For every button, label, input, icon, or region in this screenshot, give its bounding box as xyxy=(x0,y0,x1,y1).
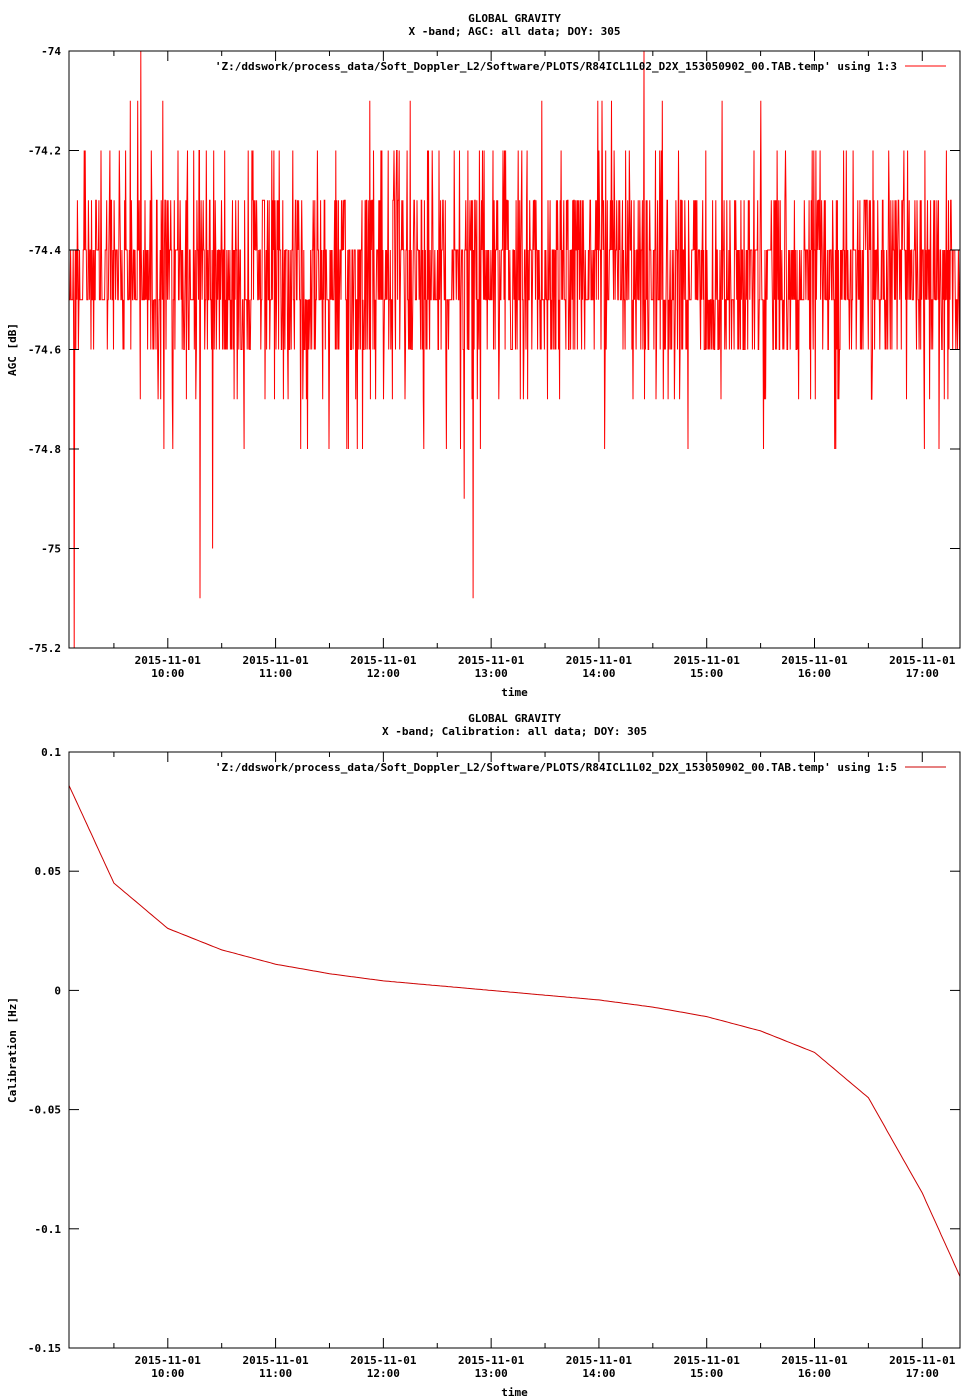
x-tick-date-label: 2015-11-01 xyxy=(458,654,525,667)
x-tick-time-label: 15:00 xyxy=(690,667,723,680)
chart-title: GLOBAL GRAVITY xyxy=(468,12,561,25)
x-tick-time-label: 16:00 xyxy=(798,1367,831,1380)
x-tick-time-label: 15:00 xyxy=(690,1367,723,1380)
x-tick-date-label: 2015-11-01 xyxy=(135,654,202,667)
y-tick-label: -74.6 xyxy=(28,344,61,357)
plot-frame xyxy=(68,751,961,1349)
y-tick-label: -74.8 xyxy=(28,443,61,456)
x-tick-time-label: 17:00 xyxy=(906,1367,939,1380)
x-tick-time-label: 16:00 xyxy=(798,667,831,680)
x-tick-date-label: 2015-11-01 xyxy=(350,654,417,667)
data-series-line xyxy=(69,51,960,648)
chart-subtitle: X -band; Calibration: all data; DOY: 305 xyxy=(382,725,647,738)
y-tick-label: -0.05 xyxy=(28,1104,61,1117)
y-tick-label: -0.15 xyxy=(28,1342,61,1355)
x-tick-date-label: 2015-11-01 xyxy=(781,1354,848,1367)
x-tick-time-label: 17:00 xyxy=(906,667,939,680)
x-tick-time-label: 10:00 xyxy=(151,667,184,680)
x-tick-date-label: 2015-11-01 xyxy=(674,1354,741,1367)
x-tick-time-label: 12:00 xyxy=(367,667,400,680)
y-tick-label: 0 xyxy=(54,984,61,997)
plot-frame xyxy=(68,50,961,649)
x-tick-time-label: 13:00 xyxy=(475,1367,508,1380)
x-tick-date-label: 2015-11-01 xyxy=(242,654,309,667)
x-tick-date-label: 2015-11-01 xyxy=(889,1354,956,1367)
x-tick-date-label: 2015-11-01 xyxy=(458,1354,525,1367)
y-tick-label: 0.05 xyxy=(35,865,62,878)
x-tick-date-label: 2015-11-01 xyxy=(781,654,848,667)
x-tick-time-label: 11:00 xyxy=(259,1367,292,1380)
y-tick-label: -74.4 xyxy=(28,244,61,257)
y-tick-label: 0.1 xyxy=(41,746,61,759)
x-tick-date-label: 2015-11-01 xyxy=(350,1354,417,1367)
y-axis-label: AGC [dB] xyxy=(6,323,19,376)
chart-subtitle: X -band; AGC: all data; DOY: 305 xyxy=(409,25,621,38)
x-tick-date-label: 2015-11-01 xyxy=(889,654,956,667)
x-axis-label: time xyxy=(501,1386,528,1399)
x-tick-time-label: 11:00 xyxy=(259,667,292,680)
y-tick-label: -74.2 xyxy=(28,145,61,158)
y-tick-label: -75 xyxy=(41,543,61,556)
y-tick-label: -75.2 xyxy=(28,642,61,655)
x-tick-time-label: 12:00 xyxy=(367,1367,400,1380)
x-tick-time-label: 13:00 xyxy=(475,667,508,680)
x-axis-label: time xyxy=(501,686,528,699)
legend-label: 'Z:/ddswork/process_data/Soft_Doppler_L2… xyxy=(215,60,897,73)
x-tick-date-label: 2015-11-01 xyxy=(566,654,633,667)
x-tick-time-label: 14:00 xyxy=(582,1367,615,1380)
x-tick-date-label: 2015-11-01 xyxy=(135,1354,202,1367)
y-axis-label: Calibration [Hz] xyxy=(6,997,19,1103)
legend-label: 'Z:/ddswork/process_data/Soft_Doppler_L2… xyxy=(215,761,897,774)
x-tick-time-label: 14:00 xyxy=(582,667,615,680)
x-tick-date-label: 2015-11-01 xyxy=(674,654,741,667)
chart-title: GLOBAL GRAVITY xyxy=(468,712,561,725)
x-tick-date-label: 2015-11-01 xyxy=(242,1354,309,1367)
x-tick-time-label: 10:00 xyxy=(151,1367,184,1380)
y-tick-label: -74 xyxy=(41,45,61,58)
x-tick-date-label: 2015-11-01 xyxy=(566,1354,633,1367)
y-tick-label: -0.1 xyxy=(35,1223,62,1236)
data-series-line xyxy=(69,785,960,1277)
